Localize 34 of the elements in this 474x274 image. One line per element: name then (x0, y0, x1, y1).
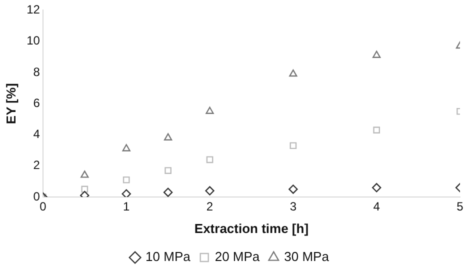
point (372, 50, 381, 58)
point (290, 142, 297, 150)
legend-label: 10 MPa (146, 249, 192, 264)
x-tick-label: 3 (290, 200, 297, 214)
point (373, 126, 380, 134)
legend-label: 20 MPa (214, 249, 260, 264)
point (206, 106, 214, 114)
point (372, 183, 382, 192)
point (164, 167, 172, 174)
y-tick-label: 2 (33, 158, 40, 172)
y-tick-label: 10 (26, 34, 40, 48)
point (80, 170, 89, 178)
y-tick-label: 8 (33, 64, 40, 79)
legend-label: 30 MPa (284, 249, 330, 264)
point (122, 189, 131, 197)
x-tick-label: 2 (206, 200, 214, 214)
y-tick-label: 0 (33, 189, 40, 204)
y-tick-label: 6 (33, 96, 40, 110)
x-axis-title: Extraction time [h] (194, 220, 309, 236)
y-tick-label: 12 (26, 2, 40, 17)
point (289, 69, 298, 77)
y-tick-label: 4 (33, 127, 40, 142)
point (81, 186, 88, 193)
point (288, 184, 298, 194)
point (205, 186, 214, 196)
point (164, 133, 172, 140)
point (122, 144, 130, 152)
x-tick-label: 4 (373, 200, 380, 214)
point (163, 188, 173, 197)
x-tick-label: 1 (123, 200, 130, 214)
y-axis-title: EY [%] (3, 83, 18, 124)
point (122, 176, 130, 184)
x-tick-label: 5 (456, 200, 464, 214)
point (206, 156, 214, 164)
